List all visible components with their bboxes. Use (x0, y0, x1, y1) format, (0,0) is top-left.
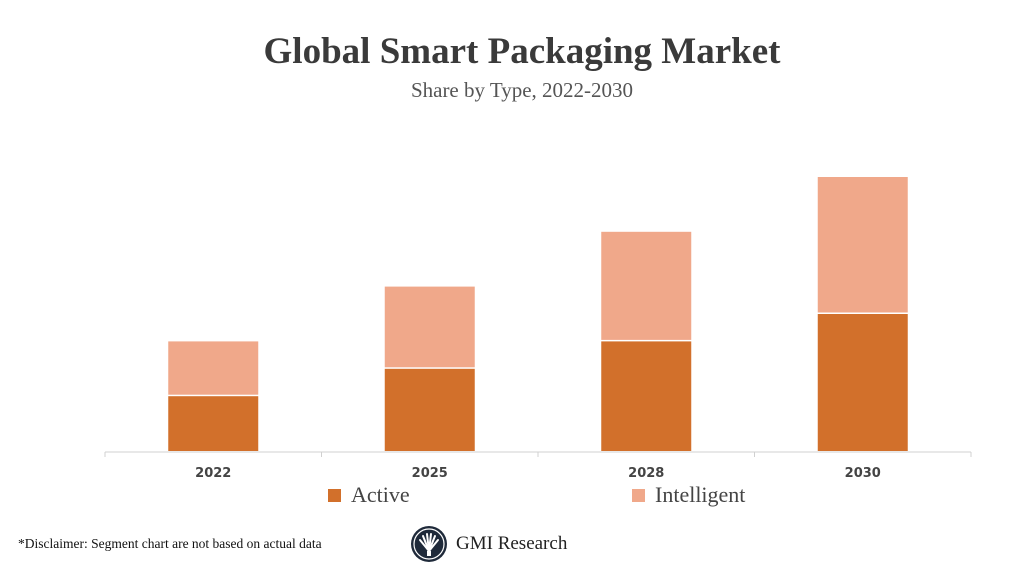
chart-title: Global Smart Packaging Market (263, 31, 781, 72)
legend-swatch-intelligent (632, 488, 645, 502)
legend-item-intelligent: Intelligent (632, 482, 745, 508)
bar-intelligent-2030 (817, 177, 908, 313)
legend-label-intelligent: Intelligent (655, 482, 746, 507)
x-tick-label: 2025 (412, 466, 448, 481)
x-tick-label: 2022 (195, 466, 231, 481)
legend-item-active: Active (328, 482, 410, 508)
brand-name: GMI Research (456, 533, 568, 554)
chart-subtitle: Share by Type, 2022-2030 (410, 78, 634, 102)
bar-active-2022 (168, 396, 259, 451)
bar-intelligent-2028 (601, 231, 692, 340)
bar-intelligent-2022 (168, 341, 259, 395)
x-tick-label: 2028 (628, 466, 664, 481)
disclaimer: *Disclaimer: Segment chart are not based… (18, 536, 322, 551)
bar-intelligent-2025 (384, 286, 475, 368)
x-tick-label: 2030 (845, 466, 881, 481)
bar-active-2028 (601, 341, 692, 451)
legend-label-active: Active (351, 482, 410, 507)
brand-logo: GMI Research (410, 525, 567, 563)
fan-logo-icon (411, 526, 447, 562)
legend-swatch-active (328, 488, 341, 502)
bar-active-2025 (384, 368, 475, 451)
bar-active-2030 (817, 314, 908, 451)
